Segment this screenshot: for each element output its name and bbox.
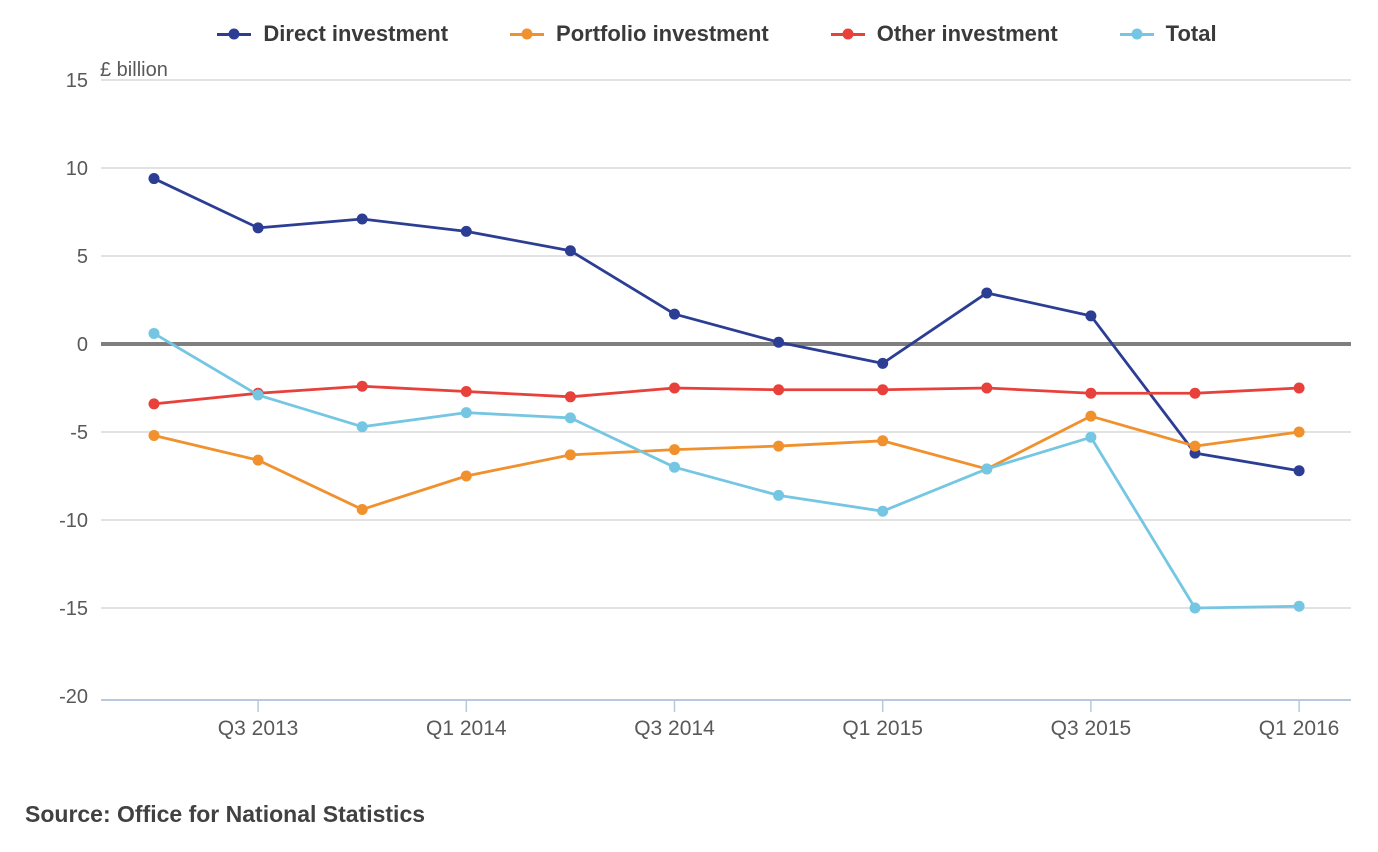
data-point-direct-investment (669, 308, 680, 320)
y-tick-label: -20 (59, 686, 88, 708)
legend-item-other-investment[interactable]: Other investment (830, 21, 1058, 47)
y-tick-label: 5 (77, 246, 88, 268)
chart-legend: Direct investment Portfolio investment O… (0, 12, 1378, 56)
data-point-other-investment (148, 398, 160, 410)
x-tick-label: Q3 2014 (634, 717, 715, 740)
data-point-total (148, 327, 160, 339)
series-line-total (152, 332, 1301, 610)
x-tick-label: Q1 2015 (842, 717, 923, 740)
data-point-direct-investment (252, 222, 264, 234)
data-point-other-investment (773, 384, 785, 396)
x-tick-label: Q1 2014 (426, 717, 507, 740)
legend-marker-icon (830, 28, 865, 41)
data-point-direct-investment (148, 173, 160, 185)
data-point-direct-investment (1085, 310, 1097, 322)
data-point-portfolio-investment (460, 470, 472, 482)
data-point-direct-investment (1293, 465, 1305, 477)
data-point-total (773, 489, 785, 501)
x-tick-label: Q1 2016 (1259, 717, 1340, 740)
data-point-other-investment (1189, 387, 1201, 399)
line-chart-plot: 15 10 5 0 -5 -10 -15 -20 Q3 2013 Q1 2014 Q3 2014 Q1… (59, 70, 1351, 740)
data-point-direct-investment (981, 287, 993, 299)
data-point-total (877, 505, 889, 517)
legend-marker-icon (217, 28, 252, 41)
data-point-direct-investment (460, 225, 472, 237)
data-point-portfolio-investment (669, 444, 680, 456)
data-point-direct-investment (877, 357, 889, 369)
legend-label: Direct investment (263, 21, 449, 46)
data-point-direct-investment (356, 213, 368, 225)
data-point-total (460, 407, 472, 419)
data-point-portfolio-investment (356, 503, 368, 515)
legend-item-portfolio-investment[interactable]: Portfolio investment (510, 21, 769, 47)
data-point-total (981, 463, 993, 475)
data-point-portfolio-investment (252, 454, 264, 466)
series-line-portfolio-investment (152, 414, 1301, 511)
data-point-portfolio-investment (1189, 440, 1201, 452)
data-point-other-investment (564, 391, 576, 403)
legend-marker-icon (1119, 28, 1154, 41)
data-point-portfolio-investment (773, 440, 785, 452)
data-point-direct-investment (564, 245, 576, 257)
y-tick-label: -15 (59, 598, 88, 620)
source-text: Source: Office for National Statistics (25, 801, 426, 827)
data-point-total (1293, 600, 1305, 612)
legend-item-direct-investment[interactable]: Direct investment (217, 21, 448, 47)
data-point-other-investment (1085, 387, 1097, 399)
data-point-other-investment (877, 384, 889, 396)
legend-label: Total (1165, 21, 1217, 46)
y-tick-label: -5 (70, 422, 88, 444)
x-tick-label: Q3 2013 (218, 717, 299, 740)
series-line-other-investment (152, 384, 1301, 406)
data-point-other-investment (669, 382, 680, 394)
data-point-other-investment (1293, 382, 1305, 394)
data-point-total (1085, 431, 1097, 443)
x-tick-label: Q3 2015 (1051, 717, 1132, 740)
data-point-portfolio-investment (1293, 426, 1305, 438)
data-point-total (252, 389, 264, 401)
data-point-portfolio-investment (564, 449, 576, 461)
data-point-other-investment (356, 380, 368, 392)
series-line-direct-investment (152, 177, 1301, 473)
y-tick-label: 15 (66, 70, 88, 92)
y-tick-label: -10 (59, 510, 88, 532)
data-point-total (1189, 602, 1201, 614)
data-point-other-investment (460, 386, 472, 398)
data-point-total (564, 412, 576, 424)
data-point-total (356, 421, 368, 433)
data-point-direct-investment (773, 336, 785, 348)
y-axis-unit-label: £ billion (100, 59, 168, 81)
legend-label: Other investment (876, 21, 1058, 46)
data-point-other-investment (981, 382, 993, 394)
y-tick-label: 10 (66, 158, 88, 180)
legend-item-total[interactable]: Total (1119, 21, 1217, 47)
data-point-portfolio-investment (1085, 410, 1097, 422)
data-point-portfolio-investment (148, 430, 160, 442)
y-tick-label: 0 (77, 334, 88, 356)
data-point-total (669, 461, 680, 473)
legend-label: Portfolio investment (556, 21, 769, 46)
legend-marker-icon (510, 28, 545, 41)
data-point-portfolio-investment (877, 435, 889, 447)
